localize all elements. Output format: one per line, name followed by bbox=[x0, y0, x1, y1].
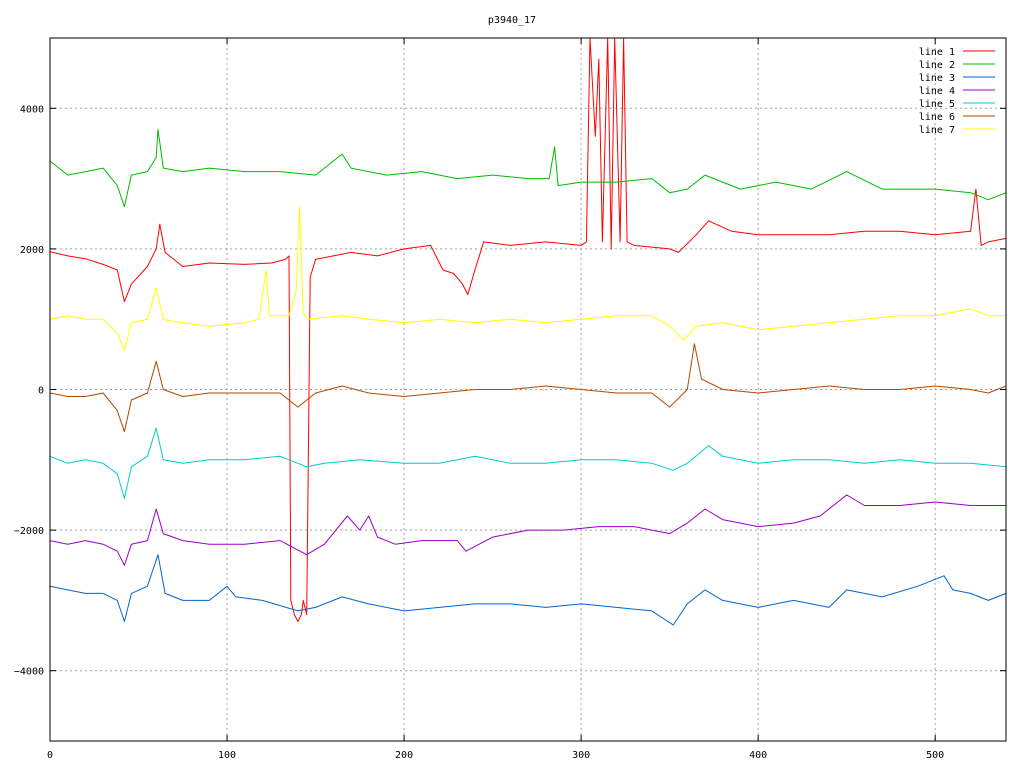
y-tick-label: −2000 bbox=[14, 526, 44, 537]
axis-ticks: 0 100 200 300 400 500 −4000 −2000 0 2000 4000 bbox=[14, 38, 1006, 761]
series-line-2 bbox=[50, 128, 1006, 208]
x-tick-label: 100 bbox=[218, 750, 236, 761]
series-line-6 bbox=[50, 343, 1006, 433]
x-tick-label: 200 bbox=[395, 750, 413, 761]
x-tick-label: 300 bbox=[572, 750, 590, 761]
legend-label-1: line 1 bbox=[919, 47, 955, 58]
series-line-4 bbox=[50, 494, 1006, 566]
series-lines bbox=[50, 38, 1006, 626]
x-tick-label: 0 bbox=[47, 750, 53, 761]
series-line-7 bbox=[50, 206, 1006, 352]
legend-label-2: line 2 bbox=[919, 60, 955, 71]
x-tick-label: 500 bbox=[926, 750, 944, 761]
y-tick-label: 2000 bbox=[20, 245, 44, 256]
y-tick-label: 4000 bbox=[20, 104, 44, 115]
grid-lines bbox=[50, 38, 1006, 741]
legend-label-3: line 3 bbox=[919, 73, 955, 84]
legend: line 1 line 2 line 3 line 4 line 5 line 6 line… bbox=[919, 47, 995, 136]
series-line-1 bbox=[50, 38, 1006, 622]
legend-label-7: line 7 bbox=[919, 125, 955, 136]
y-tick-label: −4000 bbox=[14, 667, 44, 678]
chart-title: p3940_17 bbox=[488, 15, 536, 26]
series-line-5 bbox=[50, 427, 1006, 499]
legend-label-5: line 5 bbox=[919, 99, 955, 110]
y-tick-label: 0 bbox=[38, 386, 44, 397]
legend-label-4: line 4 bbox=[919, 86, 955, 97]
series-line-3 bbox=[50, 554, 1006, 626]
legend-label-6: line 6 bbox=[919, 112, 955, 123]
x-tick-label: 400 bbox=[749, 750, 767, 761]
